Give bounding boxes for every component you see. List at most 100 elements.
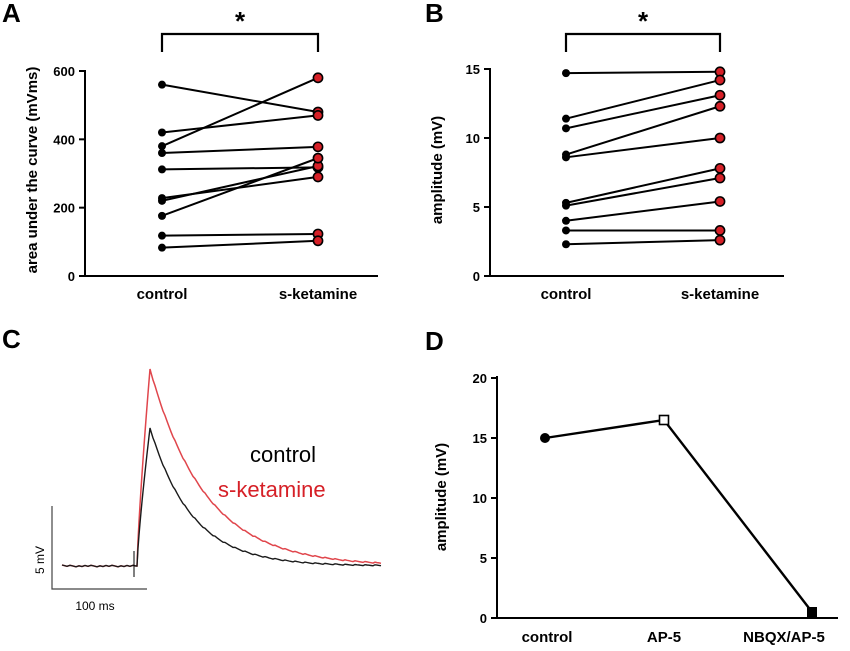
panel-a-pair-line — [161, 239, 319, 249]
panel-b: B amplitude (mV) 0 5 10 15 control s-ketami… — [425, 0, 784, 303]
legend-control: control — [250, 442, 316, 467]
scale-bar-x-label: 100 ms — [75, 599, 114, 613]
panel-d-y-ticks: 0 5 10 15 20 — [473, 371, 497, 626]
panel-a-pair-line — [161, 83, 319, 113]
panel-d-tick-label: 10 — [473, 491, 487, 506]
panel-b-category-control: control — [541, 286, 592, 303]
panel-b-tick-label: 0 — [473, 269, 480, 284]
panel-b-tick-label: 15 — [466, 62, 480, 77]
panel-a-significance-star: * — [235, 6, 246, 36]
panel-d-category-control: control — [522, 629, 573, 646]
panel-a-control-point — [158, 196, 166, 205]
panel-a-pair-line — [161, 145, 319, 154]
panel-a-s-ketamine-point — [312, 152, 324, 164]
panel-b-control-point — [562, 69, 570, 78]
panel-b-y-axis-title: amplitude (mV) — [429, 116, 446, 224]
panel-b-pair-line — [565, 239, 721, 246]
panel-c: C control s-ketamine 5 mV 100 ms — [2, 324, 382, 613]
panel-b-pair-line — [565, 105, 721, 156]
panel-d-category-ap-5: AP-5 — [647, 629, 681, 646]
panel-a-control-point — [158, 165, 166, 174]
panel-d-tick-label: 20 — [473, 371, 487, 386]
panel-b-control-point — [562, 240, 570, 249]
panel-a-control-point — [158, 128, 166, 137]
panel-b-control-point — [562, 153, 570, 162]
panel-b-s-ketamine-point — [714, 132, 726, 144]
panel-d-series-line — [544, 418, 813, 613]
panel-a-tick-label: 0 — [68, 269, 75, 284]
panel-b-pair-line — [565, 177, 721, 207]
panel-a-tick-label: 400 — [53, 132, 75, 147]
panel-a-control-point — [158, 231, 166, 240]
panel-b-data — [562, 66, 726, 249]
panel-a-tick-label: 600 — [53, 64, 75, 79]
panel-a-s-ketamine-point — [312, 235, 324, 247]
panel-b-pair-line — [565, 94, 721, 130]
panel-b-pair-line — [565, 79, 721, 120]
panel-a-control-point — [158, 80, 166, 89]
panel-b-control-point — [562, 216, 570, 225]
panel-d-tick-label: 5 — [480, 551, 487, 566]
panel-b-s-ketamine-point — [714, 234, 726, 246]
panel-b-pair-line — [565, 137, 721, 159]
panel-a-s-ketamine-point — [312, 171, 324, 183]
panel-b-pair-line — [565, 200, 721, 222]
panel-a-control-point — [158, 142, 166, 151]
panel-d-point-control — [540, 433, 550, 443]
panel-b-y-ticks: 0 5 10 15 — [466, 62, 490, 284]
panel-a-control-point — [158, 149, 166, 157]
panel-b-s-ketamine-point — [714, 100, 726, 112]
panel-d-y-axis-title: amplitude (mV) — [433, 443, 450, 551]
panel-a-letter: A — [2, 0, 21, 28]
panel-b-pair-line — [565, 70, 721, 75]
panel-a-category-s-ketamine: s-ketamine — [279, 286, 357, 303]
panel-d-category-nbqx-ap-5: NBQX/AP-5 — [743, 629, 825, 646]
panel-a-s-ketamine-point — [312, 110, 324, 121]
panel-b-control-point — [562, 226, 570, 235]
panel-b-control-point — [562, 114, 570, 123]
panel-d: D amplitude (mV) 0 5 10 15 20 control AP-5 N… — [425, 326, 838, 646]
panel-d-data — [540, 414, 817, 617]
panel-a-pair-line — [161, 114, 319, 134]
panel-a-pair-line — [161, 232, 319, 237]
panel-d-point-ap-5 — [658, 414, 670, 426]
panel-b-letter: B — [425, 0, 444, 28]
legend-s-ketamine: s-ketamine — [218, 477, 326, 502]
panel-b-category-s-ketamine: s-ketamine — [681, 286, 759, 303]
trace-s-ketamine — [61, 368, 382, 568]
panel-d-letter: D — [425, 326, 444, 356]
panel-d-tick-label: 0 — [480, 611, 487, 626]
panel-a-data — [158, 72, 324, 252]
panel-b-pair-line — [565, 167, 721, 204]
panel-a: A area under the curve (mVms) 0 200 400 600… — [2, 0, 378, 303]
panel-d-point-nbqx-ap-5 — [807, 607, 817, 617]
panel-a-y-ticks: 0 200 400 600 — [53, 64, 85, 284]
panel-b-control-point — [562, 124, 570, 133]
panel-b-control-point — [562, 201, 570, 210]
panel-a-control-point — [158, 211, 166, 220]
panel-a-tick-label: 200 — [53, 201, 75, 216]
panel-b-significance-star: * — [638, 6, 649, 36]
panel-b-s-ketamine-point — [714, 89, 726, 101]
panel-a-significance-bracket — [160, 32, 320, 52]
panel-b-s-ketamine-point — [714, 196, 726, 207]
panel-b-significance-bracket — [564, 32, 722, 52]
panel-d-tick-label: 15 — [473, 431, 487, 446]
panel-b-s-ketamine-point — [714, 172, 726, 184]
panel-b-s-ketamine-point — [714, 162, 726, 174]
panel-b-tick-label: 5 — [473, 200, 480, 215]
panel-b-s-ketamine-point — [714, 74, 726, 86]
panel-b-tick-label: 10 — [466, 131, 480, 146]
panel-a-y-axis-title: area under the curve (mVms) — [24, 67, 41, 274]
scale-bar-y-label: 5 mV — [33, 546, 47, 574]
panel-a-s-ketamine-point — [312, 72, 324, 84]
panel-b-s-ketamine-point — [714, 225, 726, 236]
panel-a-category-control: control — [137, 286, 188, 303]
panel-c-letter: C — [2, 324, 21, 354]
trace-control — [61, 427, 382, 568]
panel-a-pair-line — [161, 157, 319, 217]
panel-a-pair-line — [161, 165, 319, 202]
scale-bar — [51, 506, 147, 590]
panel-a-s-ketamine-point — [312, 141, 324, 153]
